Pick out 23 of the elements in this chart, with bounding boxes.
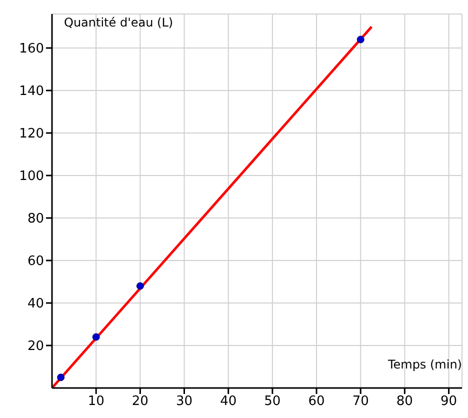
point — [57, 374, 65, 382]
x-tick-label: 60 — [308, 394, 325, 410]
y-tick-label: 120 — [19, 126, 44, 142]
point — [92, 333, 100, 341]
x-tick-label: 50 — [264, 394, 281, 410]
y-tick-label: 140 — [19, 84, 44, 100]
x-tick-label: 40 — [220, 394, 237, 410]
y-tick-label: 160 — [19, 42, 44, 57]
x-tick-label: 30 — [176, 394, 193, 410]
y-tick-label: 20 — [27, 339, 44, 354]
y-tick-label: 40 — [27, 296, 44, 312]
x-tick-label: 70 — [352, 394, 369, 410]
x-tick-label: 90 — [440, 394, 458, 410]
y-tick-label: 60 — [27, 254, 44, 270]
point — [136, 282, 144, 290]
x-tick-label: 80 — [396, 394, 413, 410]
point — [356, 36, 364, 44]
y-tick-label: 80 — [27, 212, 44, 227]
x-tick-label: 20 — [132, 394, 148, 410]
x-axis-title: Temps (min) — [386, 358, 462, 372]
y-tick-label: 100 — [19, 169, 44, 184]
y-axis-title: Quantité d'eau (L) — [64, 16, 174, 30]
x-tick-label: 10 — [88, 394, 104, 410]
